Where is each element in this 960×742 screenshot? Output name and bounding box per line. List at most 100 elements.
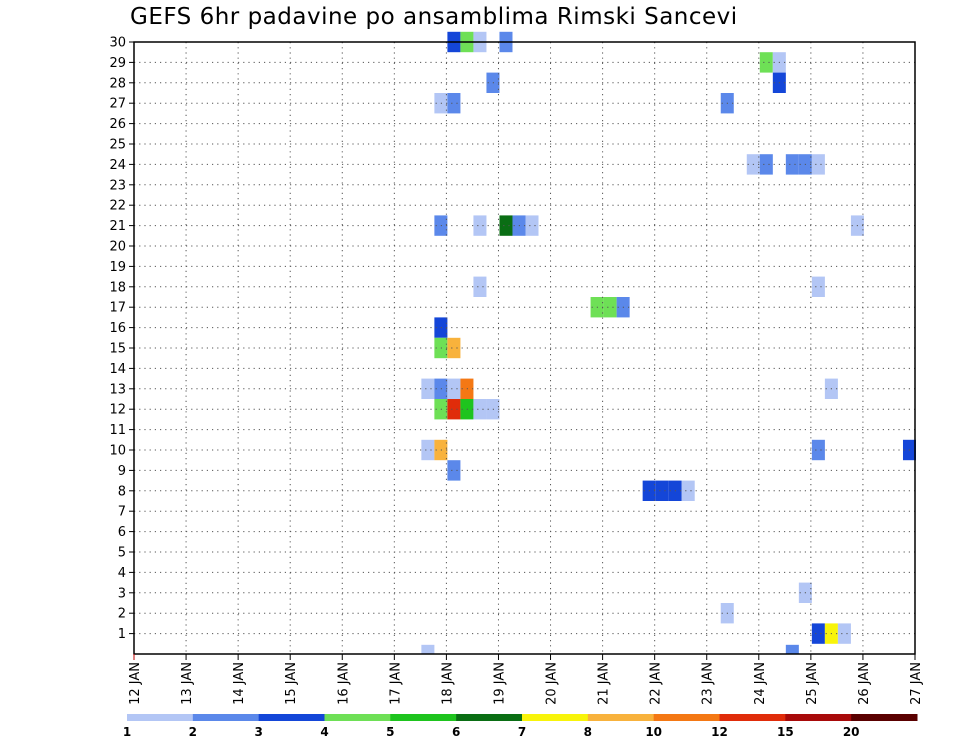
y-tick-label: 28 (109, 76, 126, 91)
x-tick-label: 13 JAN (180, 662, 195, 705)
y-tick-label: 9 (118, 464, 126, 479)
heatmap-cell (785, 644, 799, 654)
x-tick-label: 14 JAN (232, 662, 247, 705)
x-tick-label: 18 JAN (440, 662, 455, 705)
heatmap-cell (811, 439, 825, 461)
y-tick-label: 8 (118, 484, 126, 499)
heatmap-cell (837, 623, 851, 644)
y-tick-label: 29 (109, 56, 126, 71)
x-tick-label: 23 JAN (701, 662, 716, 705)
colorbar-swatch (127, 714, 194, 721)
heatmap-cell (759, 154, 773, 175)
colorbar-swatch (192, 714, 260, 721)
y-tick-label: 13 (109, 382, 126, 397)
colorbar-label: 2 (189, 725, 197, 739)
y-tick-label: 26 (109, 117, 126, 132)
colorbar-swatch (324, 714, 391, 721)
colorbar-swatch (456, 714, 523, 721)
heatmap-cell (473, 215, 487, 236)
heatmap-cell (421, 439, 435, 461)
colorbar-label: 20 (843, 725, 860, 739)
heatmap-cell (447, 378, 461, 399)
y-tick-label: 6 (118, 525, 126, 540)
colorbar-swatch (785, 714, 852, 721)
y-tick-label: 16 (109, 321, 126, 336)
colorbar-label: 6 (452, 725, 460, 739)
heatmap-cell (473, 276, 487, 297)
x-tick-label: 27 JAN (909, 662, 924, 705)
x-tick-label: 24 JAN (753, 662, 768, 705)
y-tick-label: 5 (118, 546, 126, 561)
y-tick-label: 1 (118, 627, 126, 642)
heatmap-cell (525, 215, 539, 236)
colorbar-swatch (851, 714, 918, 721)
heatmap-cell (811, 154, 825, 175)
heatmap-cell (681, 480, 695, 501)
heatmap-cell (499, 215, 513, 236)
heatmap-cell (811, 276, 825, 297)
heatmap-cell (447, 337, 461, 359)
grid-lines (134, 42, 915, 654)
x-tick-label: 22 JAN (649, 662, 664, 705)
y-tick-label: 11 (109, 423, 126, 438)
colorbar-swatch (522, 714, 589, 721)
y-tick-label: 17 (109, 301, 126, 316)
colorbar-label: 4 (320, 725, 328, 739)
x-axis: 12 JAN 13 JAN 14 JAN 15 JAN 16 JAN 17 JAN 18 J… (128, 654, 924, 705)
colorbar-swatch (258, 714, 325, 721)
colorbar-label: 15 (777, 725, 794, 739)
heatmap-cell (603, 297, 617, 318)
x-tick-label: 20 JAN (545, 662, 560, 705)
y-tick-label: 30 (109, 36, 126, 51)
colorbar-label: 10 (645, 725, 662, 739)
x-tick-label: 15 JAN (284, 662, 299, 705)
heatmap-cell (421, 378, 435, 399)
colorbar-label: 8 (584, 725, 592, 739)
y-tick-label: 3 (118, 586, 126, 601)
colorbar-label: 12 (711, 725, 728, 739)
x-tick-label: 16 JAN (336, 662, 351, 705)
heatmap-cell (447, 399, 461, 420)
y-tick-label: 20 (109, 240, 126, 255)
y-tick-label: 19 (109, 260, 126, 275)
heatmap-cell (447, 93, 461, 114)
colorbar-swatch (587, 714, 655, 721)
x-tick-label: 21 JAN (597, 662, 612, 705)
colorbar-legend: 1 2 3 4 5 6 7 8 10 12 15 20 (123, 714, 918, 739)
y-tick-label: 2 (118, 607, 126, 622)
heatmap-cell (655, 480, 669, 501)
y-tick-label: 22 (109, 199, 126, 214)
x-tick-label: 26 JAN (857, 662, 872, 705)
heatmap-cell (785, 154, 799, 175)
heatmap-cell (811, 623, 825, 644)
heatmap-cell (473, 399, 487, 420)
x-tick-label: 19 JAN (492, 662, 507, 705)
y-tick-label: 24 (109, 158, 126, 173)
colorbar-swatch (390, 714, 457, 721)
y-tick-label: 27 (109, 97, 126, 112)
chart-title: GEFS 6hr padavine po ansamblima Rimski S… (130, 4, 738, 30)
y-tick-label: 25 (109, 138, 126, 153)
colorbar-label: 3 (254, 725, 262, 739)
x-tick-label: 25 JAN (805, 662, 820, 705)
y-tick-label: 4 (118, 566, 126, 581)
colorbar-label: 1 (123, 725, 131, 739)
y-axis: 1234567891011121314151617181920212223242… (109, 36, 134, 642)
y-tick-label: 23 (109, 178, 126, 193)
y-tick-label: 7 (118, 505, 126, 520)
heatmap-cells (421, 31, 916, 654)
x-tick-label: 12 JAN (128, 662, 143, 705)
colorbar-swatch (719, 714, 786, 721)
heatmap-cell (421, 644, 435, 654)
y-tick-label: 10 (109, 444, 126, 459)
y-tick-label: 12 (109, 403, 126, 418)
colorbar-label: 5 (386, 725, 394, 739)
y-tick-label: 18 (109, 280, 126, 295)
heatmap-cell (447, 460, 461, 481)
x-tick-label: 17 JAN (388, 662, 403, 705)
y-tick-label: 14 (109, 362, 126, 377)
heatmap-cell (759, 52, 773, 73)
colorbar-label: 7 (518, 725, 526, 739)
y-tick-label: 21 (109, 219, 126, 234)
colorbar-swatch (653, 714, 720, 721)
